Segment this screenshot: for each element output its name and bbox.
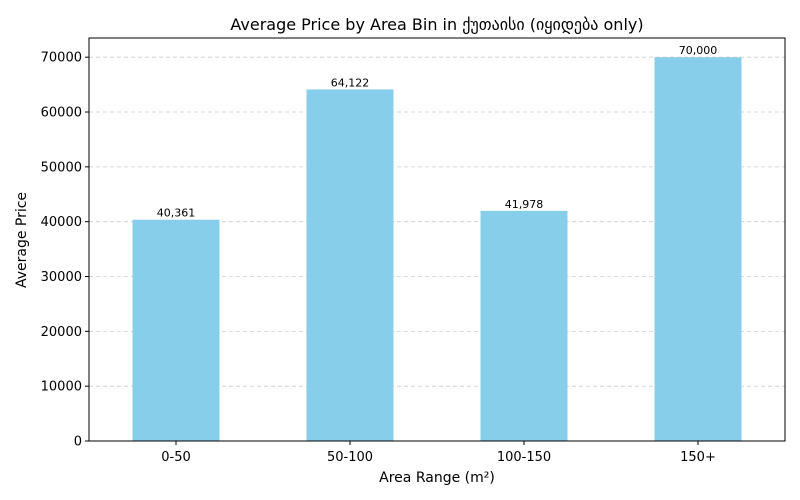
bar-value-label: 70,000 <box>679 44 718 57</box>
y-tick-label: 60000 <box>41 106 82 121</box>
x-axis-label: Area Range (m²) <box>379 470 495 486</box>
bar <box>654 57 742 441</box>
y-axis-label: Average Price <box>14 192 30 288</box>
bar <box>132 219 220 441</box>
bar-value-label: 41,978 <box>505 198 544 211</box>
bar <box>480 210 568 441</box>
y-tick-label: 50000 <box>41 160 82 175</box>
y-tick-label: 40000 <box>41 215 82 230</box>
y-tick-label: 10000 <box>41 380 82 395</box>
bar-value-label: 64,122 <box>331 76 370 89</box>
bar-value-label: 40,361 <box>157 207 196 220</box>
x-axis-ticks: 0-50 50-100 100-150 150+ <box>161 441 716 465</box>
bar-value-labels: 40,361 64,122 41,978 70,000 <box>157 44 718 220</box>
y-tick-label: 0 <box>74 435 82 450</box>
x-tick-label: 100-150 <box>497 450 551 465</box>
bar <box>306 89 394 442</box>
x-tick-label: 0-50 <box>161 450 191 465</box>
y-tick-label: 20000 <box>41 325 82 340</box>
x-tick-label: 150+ <box>680 450 716 465</box>
y-axis-ticks: 0 10000 20000 30000 40000 50000 60000 70000 <box>41 51 89 450</box>
y-tick-label: 70000 <box>41 51 82 66</box>
chart-title: Average Price by Area Bin in ქუთაისი (იყ… <box>230 15 643 34</box>
bars <box>132 57 742 442</box>
plot-frame <box>88 37 786 442</box>
x-tick-label: 50-100 <box>327 450 373 465</box>
y-tick-label: 30000 <box>41 270 82 285</box>
